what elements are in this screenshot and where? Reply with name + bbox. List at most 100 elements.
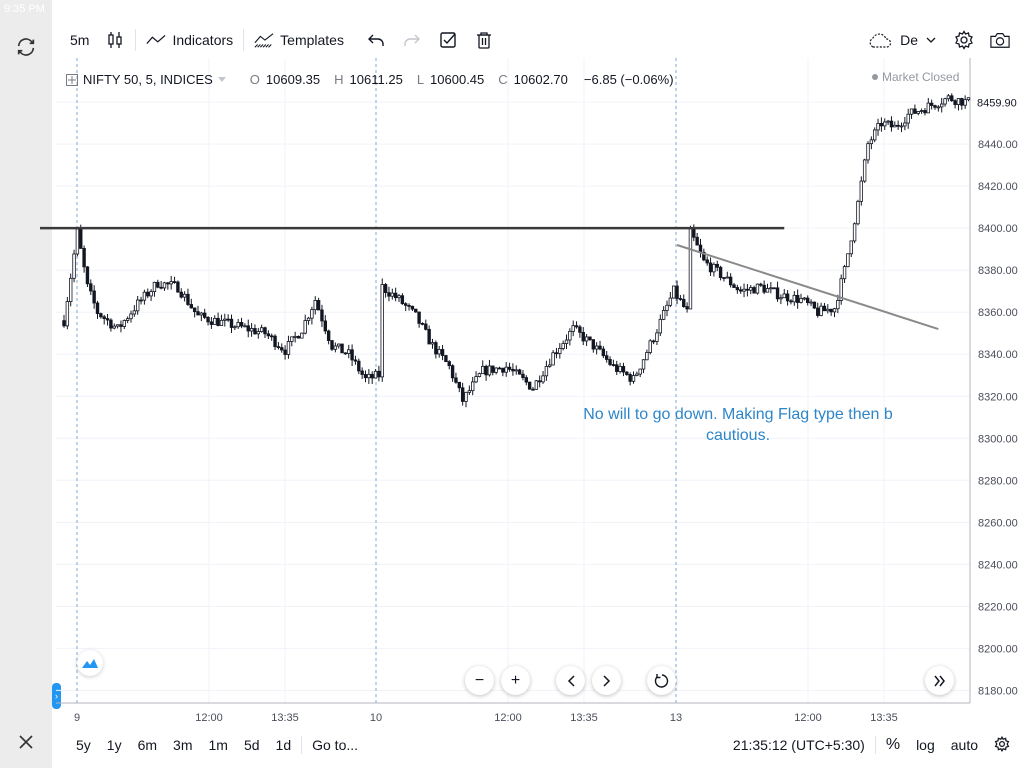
chart-type-button[interactable] [97,22,133,58]
symbol-button[interactable]: NIFTY 50, 5, INDICES [66,72,226,87]
candles [62,93,971,408]
candle-body [109,319,113,329]
close-icon[interactable] [12,728,40,756]
scroll-left-button[interactable] [556,666,585,695]
status-dot [872,74,878,80]
candle-body [899,125,904,128]
bottom-divider [301,736,303,754]
snapshot-button[interactable] [982,22,1024,58]
candle-body [202,312,207,318]
candle-body [330,340,334,350]
candle-body [122,320,126,327]
logo-badge[interactable] [77,650,103,676]
candle-body [648,340,652,353]
close-key: C [498,72,508,87]
candle-body [594,345,599,350]
delete-button[interactable] [466,22,502,58]
candle-body [832,308,837,313]
candle-body [802,297,807,300]
candle-body [635,373,639,376]
indicators-button[interactable]: Indicators [138,22,241,58]
range-button-5y[interactable]: 5y [76,737,91,753]
candle-body [393,292,398,299]
candle-body [79,228,83,249]
candle-body [176,281,180,293]
range-button-3m[interactable]: 3m [173,737,193,753]
indicators-icon [146,30,166,50]
candle-body [501,367,505,373]
goto-button[interactable]: Go to... [312,737,359,753]
scale-settings-button[interactable] [986,735,1024,755]
range-button-5d[interactable]: 5d [243,737,260,753]
clock[interactable]: 21:35:12 (UTC+5:30) [732,737,865,753]
refresh-icon[interactable] [12,33,40,61]
range-button-1m[interactable]: 1m [208,737,228,753]
top-toolbar: 5m Indicators Templates [52,22,1024,58]
candle-body [410,305,415,310]
candle-body [658,318,662,334]
candle-body [417,311,421,324]
select-button[interactable] [430,22,466,58]
candle-body [732,284,736,288]
candle-body [822,305,827,312]
annotation-line-2: cautious. [705,427,771,444]
candle-body [377,370,381,378]
candle-body [705,259,709,264]
candle-body [926,102,930,114]
range-button-6m[interactable]: 6m [137,737,158,753]
candle-body [541,375,545,383]
candle-body [273,335,277,348]
candle-body [588,336,592,340]
candle-body [82,248,86,268]
templates-button[interactable]: Templates [246,22,352,58]
redo-button[interactable] [394,22,430,58]
candle-body [862,159,867,182]
range-button-1d[interactable]: 1d [275,737,292,753]
candle-body [883,121,887,127]
candle-body [313,300,317,311]
candle-body [296,335,301,339]
log-toggle[interactable]: log [916,737,935,753]
expand-panel-handle[interactable]: › [52,683,61,709]
candle-body [102,316,106,319]
candle-body [286,341,291,355]
interval-button[interactable]: 5m [52,22,97,58]
undo-button[interactable] [352,22,394,58]
candle-body [283,349,287,355]
settings-button[interactable] [946,22,982,58]
y-tick-label: 8320.00 [978,391,1018,403]
candle-body [913,108,917,114]
x-tick-label: 12:00 [494,712,522,724]
zoom-in-button[interactable]: + [501,666,530,695]
candle-body [383,284,388,294]
candle-body [213,317,217,325]
y-tick-label: 8420.00 [978,181,1018,193]
candle-body [782,293,786,299]
reset-chart-button[interactable] [647,666,676,695]
theme-dropdown[interactable]: De [858,22,946,58]
candle-body [477,373,482,377]
candle-body [387,292,391,297]
candle-body [538,380,542,383]
candle-body [772,287,776,290]
zoom-out-button[interactable]: − [465,666,494,695]
trend-line [676,244,939,330]
candle-body [350,349,354,361]
logo-icon [82,659,98,668]
candle-body [236,322,240,328]
scroll-to-realtime-button[interactable] [925,666,954,695]
candle-body [457,381,461,389]
percent-toggle[interactable]: % [885,736,901,753]
candle-body [290,336,294,342]
range-button-1y[interactable]: 1y [106,737,122,753]
candle-body [427,328,431,345]
auto-toggle[interactable]: auto [950,737,978,753]
candle-body [819,305,823,316]
x-tick-label: 12:00 [794,712,822,724]
candle-body [460,387,465,402]
scroll-right-button[interactable] [592,666,621,695]
candle-body [320,309,324,322]
chart-annotation[interactable]: No will to go down. Making Flag type the… [552,404,924,446]
y-tick-label: 8380.00 [978,265,1018,277]
